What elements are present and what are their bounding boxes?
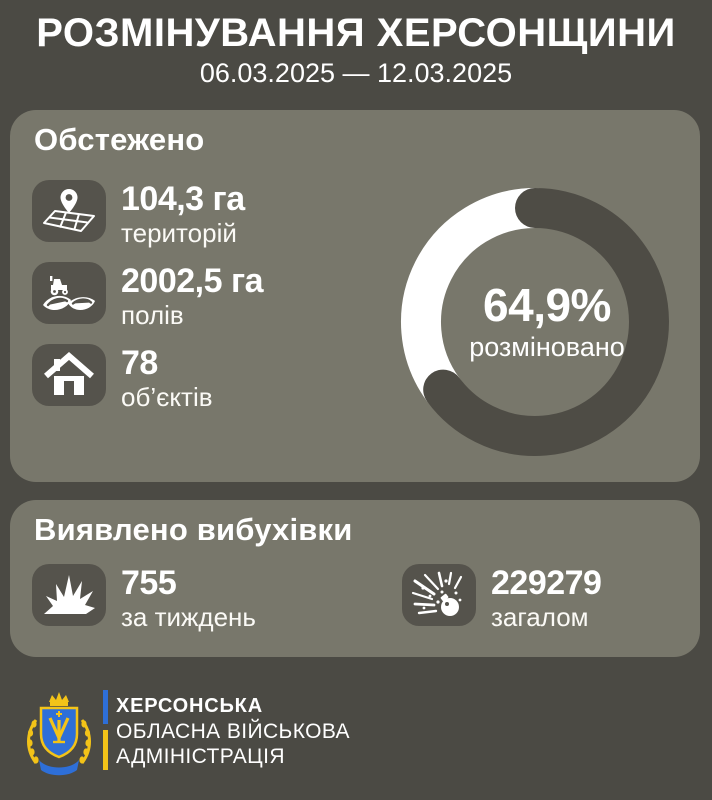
explosives-card: Виявлено вибухівки 755 за тиждень (10, 500, 700, 657)
org-name-line: ХЕРСОНСЬКА (116, 695, 263, 717)
donut-value-arc (423, 188, 669, 456)
stat-value: 2002,5 га (121, 262, 264, 300)
stat-label: об’єктів (121, 382, 213, 412)
donut-center-text: 64,9% розміновано (407, 182, 687, 462)
org-name-line: ОБЛАСНА ВІЙСЬКОВА (116, 720, 350, 743)
stat-label: полів (121, 300, 184, 330)
stat-label: територій (121, 218, 237, 248)
stat-label: за тиждень (121, 602, 256, 632)
stat-total: 229279 загалом (402, 564, 602, 632)
stat-value: 78 (121, 344, 158, 382)
donut-percent: 64,9% (483, 279, 611, 331)
exploding-bomb-icon (402, 564, 476, 626)
map-pin-icon (32, 180, 106, 242)
flag-blue-segment (103, 690, 108, 724)
house-icon (32, 344, 106, 406)
donut-caption: розміновано (469, 332, 625, 362)
surveyed-card-title: Обстежено (34, 122, 205, 157)
stat-value: 755 (121, 564, 177, 602)
explosives-card-title: Виявлено вибухівки (34, 512, 353, 547)
stat-value: 104,3 га (121, 180, 245, 218)
stat-territories: 104,3 га територій (32, 180, 245, 248)
date-range: 06.03.2025 — 12.03.2025 (199, 58, 513, 88)
org-name-line: АДМІНІСТРАЦІЯ (116, 745, 285, 768)
tractor-field-icon (32, 262, 106, 324)
surveyed-card: Обстежено 104,3 га територій (10, 110, 700, 482)
donut-remainder-arc (401, 188, 555, 410)
stat-fields: 2002,5 га полів (32, 262, 264, 330)
demined-progress-donut (401, 188, 669, 456)
kherson-coat-of-arms (27, 692, 91, 776)
stat-value: 229279 (491, 564, 602, 602)
stat-label: загалом (491, 602, 589, 632)
org-name: ХЕРСОНСЬКА ОБЛАСНА ВІЙСЬКОВА АДМІНІСТРАЦ… (116, 693, 350, 769)
flag-yellow-segment (103, 730, 108, 770)
explosion-icon (32, 564, 106, 626)
page-title: РОЗМІНУВАННЯ ХЕРСОНЩИНИ (36, 11, 676, 55)
stat-objects: 78 об’єктів (32, 344, 213, 412)
stat-week: 755 за тиждень (32, 564, 256, 632)
flag-divider (103, 690, 108, 770)
